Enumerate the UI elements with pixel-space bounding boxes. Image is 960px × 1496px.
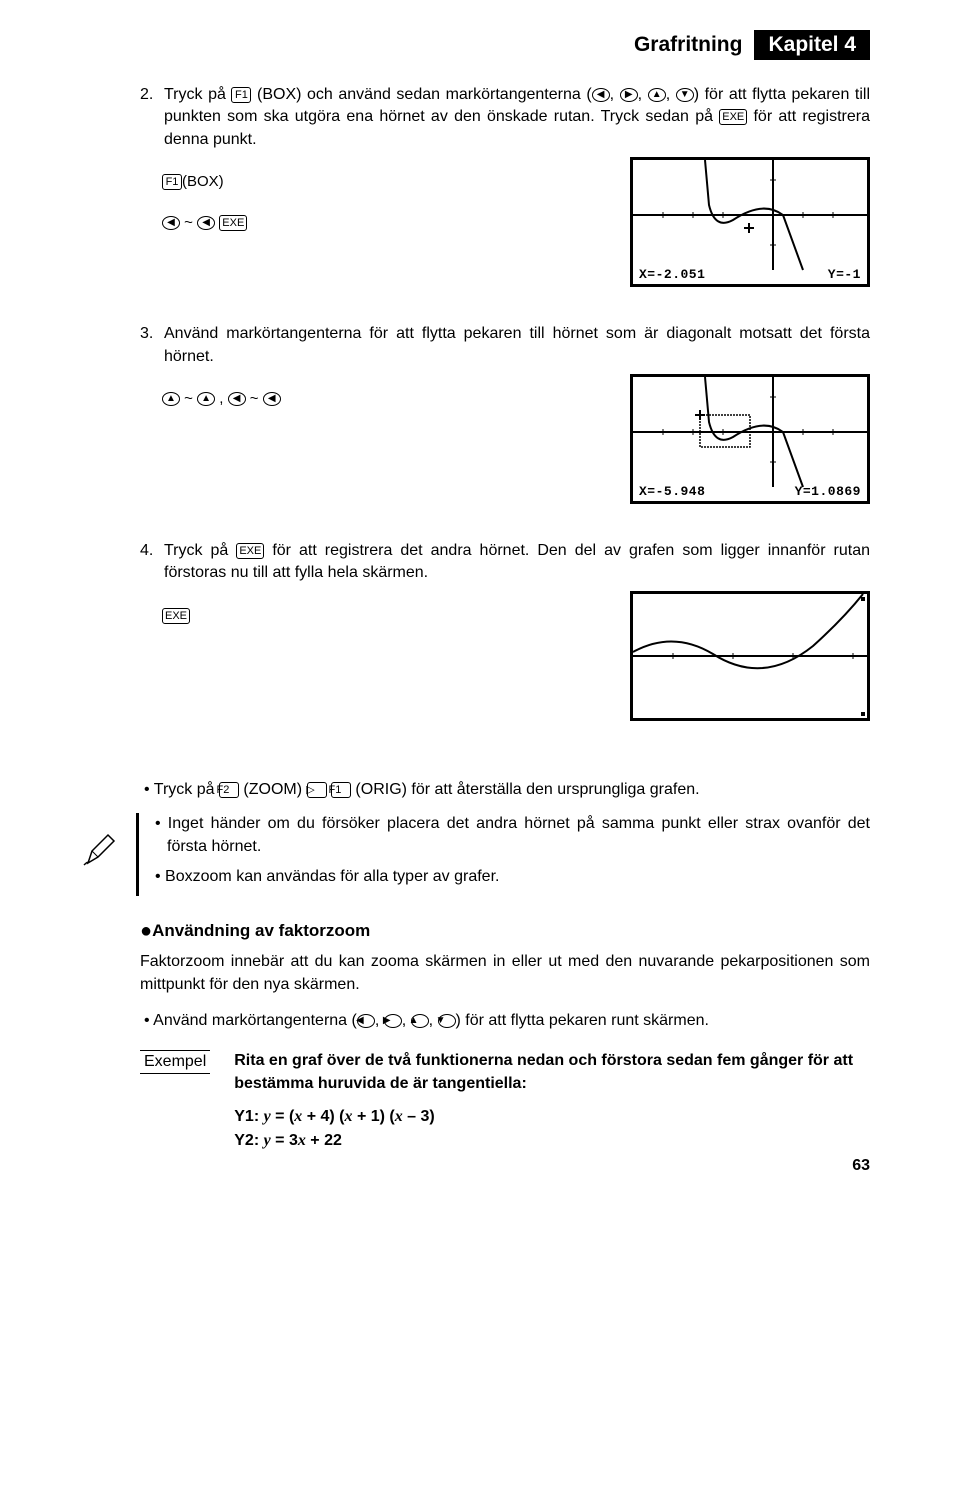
- text: för att registrera det andra hörnet. Den…: [164, 542, 870, 581]
- calculator-screen-3: [630, 591, 870, 721]
- right-arrow-icon: ▶: [384, 1014, 402, 1028]
- step-2-number: 2.: [140, 84, 158, 151]
- var-y: y: [264, 1132, 271, 1149]
- readout-x: X=-2.051: [639, 267, 705, 282]
- key-exe: EXE: [219, 215, 247, 231]
- graph-2: [633, 377, 867, 501]
- up-arrow-icon: ▲: [162, 392, 180, 406]
- text: Tryck på: [164, 86, 231, 103]
- equation-1: Y1: y = (x + 4) (x + 1) (x – 3): [234, 1105, 870, 1129]
- step-3-number: 3.: [140, 323, 158, 368]
- calculator-screen-1: X=-2.051 Y=-1: [630, 157, 870, 287]
- header-title: Grafritning: [634, 33, 743, 57]
- section-bullet: • Använd markörtangenterna (◀, ▶, ▲, ▼) …: [140, 1010, 870, 1032]
- var-y: y: [264, 1108, 271, 1125]
- left-arrow-icon: ◀: [357, 1014, 375, 1028]
- readout-y: Y=1.0869: [795, 484, 861, 499]
- text: (BOX) och använd sedan markörtangenterna…: [251, 86, 591, 103]
- text: Y2:: [234, 1132, 263, 1149]
- text: – 3): [403, 1108, 435, 1125]
- up-arrow-icon: ▲: [648, 88, 666, 102]
- text: (ORIG) för att återställa den ursprungli…: [351, 781, 700, 798]
- graph-1: [633, 160, 867, 284]
- key-exe: EXE: [719, 109, 747, 125]
- text: (ZOOM): [239, 781, 307, 798]
- right-arrow-icon: ▶: [620, 88, 638, 102]
- bullet-restore: • Tryck på F2 (ZOOM) ▷ F1 (ORIG) för att…: [140, 779, 870, 801]
- key-sequence-4: EXE: [162, 607, 190, 624]
- step-4: 4. Tryck på EXE för att registrera det a…: [140, 540, 870, 751]
- step-2: 2. Tryck på F1 (BOX) och använd sedan ma…: [140, 84, 870, 317]
- down-arrow-icon: ▼: [676, 88, 694, 102]
- text: Använd markörtangenterna (: [153, 1012, 357, 1029]
- step-4-text: Tryck på EXE för att registrera det andr…: [164, 540, 870, 585]
- example-block: Exempel Rita en graf över de två funktio…: [140, 1050, 870, 1153]
- calculator-screen-2: X=-5.948 Y=1.0869: [630, 374, 870, 504]
- key-sequence-2b: ◀ ~ ◀ EXE: [162, 214, 247, 231]
- readout-x: X=-5.948: [639, 484, 705, 499]
- key-exe: EXE: [162, 608, 190, 624]
- equation-2: Y2: y = 3x + 22: [234, 1129, 870, 1153]
- left-arrow-icon: ◀: [592, 88, 610, 102]
- up-arrow-icon: ▲: [411, 1014, 429, 1028]
- note-bullet-2: • Boxzoom kan användas för alla typer av…: [151, 866, 870, 888]
- page-header: Grafritning Kapitel 4: [140, 30, 870, 60]
- note-bullet-1: • Inget händer om du försöker placera de…: [151, 813, 870, 858]
- var-x: x: [395, 1108, 403, 1125]
- section-title: Användning av faktorzoom: [152, 921, 370, 940]
- var-x: x: [298, 1132, 306, 1149]
- section-heading: ●Användning av faktorzoom: [140, 920, 870, 943]
- left-arrow-icon: ◀: [263, 392, 281, 406]
- example-text: Rita en graf över de två funktionerna ne…: [234, 1050, 870, 1095]
- text: (BOX): [182, 173, 224, 190]
- step-2-text: Tryck på F1 (BOX) och använd sedan markö…: [164, 84, 870, 151]
- pencil-icon: [82, 833, 118, 874]
- left-arrow-icon: ◀: [228, 392, 246, 406]
- text: = 3: [271, 1132, 298, 1149]
- text: Tryck på: [164, 542, 236, 559]
- graph-3: [633, 594, 867, 718]
- up-arrow-icon: ▲: [197, 392, 215, 406]
- key-sequence-2a: F1(BOX): [162, 173, 247, 190]
- text: + 22: [306, 1132, 342, 1149]
- key-f2: F2: [219, 782, 239, 798]
- text: + 1) (: [353, 1108, 395, 1125]
- left-arrow-icon: ◀: [197, 216, 215, 230]
- key-f1: F1: [162, 174, 182, 190]
- key-play: ▷: [307, 782, 327, 798]
- step-3: 3. Använd markörtangenterna för att flyt…: [140, 323, 870, 534]
- text: Tryck på: [154, 781, 219, 798]
- text: Y1:: [234, 1108, 263, 1125]
- example-label: Exempel: [140, 1050, 210, 1074]
- text: + 4) (: [302, 1108, 344, 1125]
- key-f1: F1: [331, 782, 351, 798]
- text: = (: [271, 1108, 295, 1125]
- key-sequence-3: ▲ ~ ▲ , ◀ ~ ◀: [162, 390, 281, 407]
- section-para: Faktorzoom innebär att du kan zooma skär…: [140, 951, 870, 996]
- key-exe: EXE: [236, 543, 264, 559]
- page-number: 63: [852, 1157, 870, 1175]
- example-equations: Y1: y = (x + 4) (x + 1) (x – 3) Y2: y = …: [234, 1105, 870, 1153]
- key-f1: F1: [231, 87, 251, 103]
- note-block: • Inget händer om du försöker placera de…: [140, 813, 870, 896]
- readout-y: Y=-1: [828, 267, 861, 282]
- text: ) för att flytta pekaren runt skärmen.: [456, 1012, 709, 1029]
- step-3-text: Använd markörtangenterna för att flytta …: [164, 323, 870, 368]
- left-arrow-icon: ◀: [162, 216, 180, 230]
- step-4-number: 4.: [140, 540, 158, 585]
- var-x: x: [345, 1108, 353, 1125]
- down-arrow-icon: ▼: [438, 1014, 456, 1028]
- header-chapter: Kapitel 4: [754, 30, 870, 60]
